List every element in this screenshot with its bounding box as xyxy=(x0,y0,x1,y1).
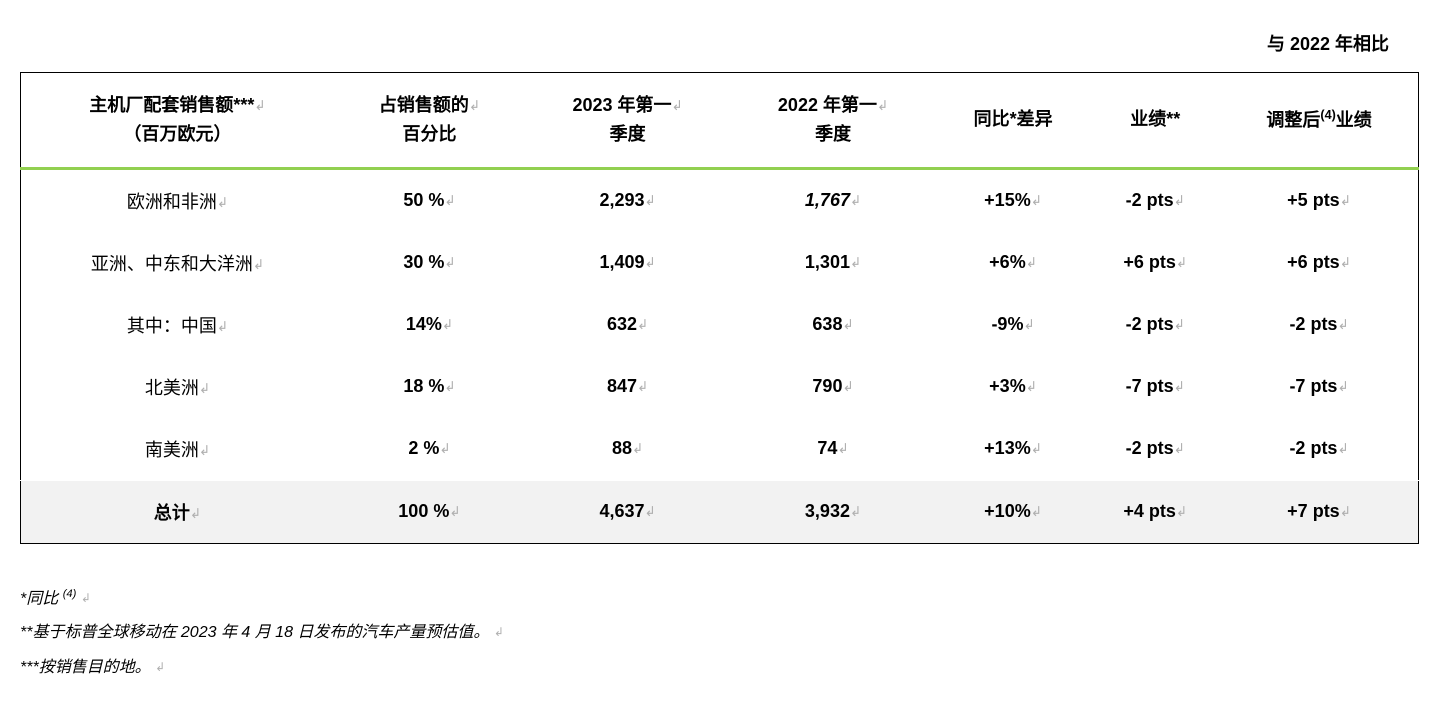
cell-diff: +10%↲ xyxy=(936,480,1091,543)
cell-adj-perf: -2 pts↲ xyxy=(1220,418,1418,481)
cell-q1-2023: 847↲ xyxy=(525,356,730,418)
col-header-region: 主机厂配套销售额***↲ （百万欧元） xyxy=(21,73,335,169)
footnote-3: ***按销售目的地。 ↲ xyxy=(20,653,1419,683)
cell-percent: 2 %↲ xyxy=(334,418,525,481)
cell-diff: -9%↲ xyxy=(936,294,1091,356)
cell-adj-perf: -2 pts↲ xyxy=(1220,294,1418,356)
cell-q1-2022: 74↲ xyxy=(730,418,935,481)
cell-diff: +3%↲ xyxy=(936,356,1091,418)
cell-region: 其中：中国↲ xyxy=(21,294,335,356)
cell-diff: +6%↲ xyxy=(936,232,1091,294)
cell-region: 南美洲↲ xyxy=(21,418,335,481)
cell-adj-perf: -7 pts↲ xyxy=(1220,356,1418,418)
cell-percent: 30 %↲ xyxy=(334,232,525,294)
cell-percent: 18 %↲ xyxy=(334,356,525,418)
cell-perf: +4 pts↲ xyxy=(1090,480,1220,543)
table-body: 欧洲和非洲↲50 %↲2,293↲1,767↲+15%↲-2 pts↲+5 pt… xyxy=(21,168,1419,543)
cell-region: 北美洲↲ xyxy=(21,356,335,418)
cell-q1-2022: 638↲ xyxy=(730,294,935,356)
cell-diff: +13%↲ xyxy=(936,418,1091,481)
cell-perf: -2 pts↲ xyxy=(1090,168,1220,232)
cell-percent: 100 %↲ xyxy=(334,480,525,543)
col-header-q1-2023: 2023 年第一↲ 季度 xyxy=(525,73,730,169)
cell-q1-2023: 4,637↲ xyxy=(525,480,730,543)
cell-percent: 14%↲ xyxy=(334,294,525,356)
cell-q1-2022: 1,767↲ xyxy=(730,168,935,232)
cell-percent: 50 %↲ xyxy=(334,168,525,232)
col-header-q1-2022: 2022 年第一↲ 季度 xyxy=(730,73,935,169)
table-row: 北美洲↲18 %↲847↲790↲+3%↲-7 pts↲-7 pts↲ xyxy=(21,356,1419,418)
col-header-percent: 占销售额的↲ 百分比 xyxy=(334,73,525,169)
cell-q1-2023: 1,409↲ xyxy=(525,232,730,294)
sales-table: 主机厂配套销售额***↲ （百万欧元） 占销售额的↲ 百分比 2023 年第一↲… xyxy=(20,72,1419,544)
cell-q1-2022: 1,301↲ xyxy=(730,232,935,294)
footnote-1: *同比 (4) ↲ xyxy=(20,584,1419,615)
cell-perf: -2 pts↲ xyxy=(1090,418,1220,481)
cell-region: 总计↲ xyxy=(21,480,335,543)
cell-perf: -7 pts↲ xyxy=(1090,356,1220,418)
cell-region: 欧洲和非洲↲ xyxy=(21,168,335,232)
table-row: 南美洲↲2 %↲88↲74↲+13%↲-2 pts↲-2 pts↲ xyxy=(21,418,1419,481)
cell-perf: +6 pts↲ xyxy=(1090,232,1220,294)
cell-q1-2023: 88↲ xyxy=(525,418,730,481)
footnote-2: **基于标普全球移动在 2023 年 4 月 18 日发布的汽车产量预估值。 ↲ xyxy=(20,618,1419,648)
cell-q1-2023: 632↲ xyxy=(525,294,730,356)
footnotes: *同比 (4) ↲ **基于标普全球移动在 2023 年 4 月 18 日发布的… xyxy=(20,584,1419,684)
cell-adj-perf: +5 pts↲ xyxy=(1220,168,1418,232)
cell-q1-2023: 2,293↲ xyxy=(525,168,730,232)
cell-region: 亚洲、中东和大洋洲↲ xyxy=(21,232,335,294)
table-row: 其中：中国↲14%↲632↲638↲-9%↲-2 pts↲-2 pts↲ xyxy=(21,294,1419,356)
cell-diff: +15%↲ xyxy=(936,168,1091,232)
table-row: 欧洲和非洲↲50 %↲2,293↲1,767↲+15%↲-2 pts↲+5 pt… xyxy=(21,168,1419,232)
table-row: 亚洲、中东和大洋洲↲30 %↲1,409↲1,301↲+6%↲+6 pts↲+6… xyxy=(21,232,1419,294)
col-header-diff: 同比*差异 xyxy=(936,73,1091,169)
col-header-perf: 业绩** xyxy=(1090,73,1220,169)
header-row: 主机厂配套销售额***↲ （百万欧元） 占销售额的↲ 百分比 2023 年第一↲… xyxy=(21,73,1419,169)
col-header-adj-perf: 调整后(4)业绩 xyxy=(1220,73,1418,169)
caption-text: 与 2022 年相比 xyxy=(1267,34,1389,54)
table-header: 主机厂配套销售额***↲ （百万欧元） 占销售额的↲ 百分比 2023 年第一↲… xyxy=(21,73,1419,169)
cell-adj-perf: +7 pts↲ xyxy=(1220,480,1418,543)
page-container: 与 2022 年相比 主机厂配套销售额***↲ （百万欧元） 占销售额的↲ 百分… xyxy=(0,0,1439,707)
cell-adj-perf: +6 pts↲ xyxy=(1220,232,1418,294)
cell-q1-2022: 790↲ xyxy=(730,356,935,418)
comparison-caption: 与 2022 年相比 xyxy=(20,30,1419,56)
cell-perf: -2 pts↲ xyxy=(1090,294,1220,356)
cell-q1-2022: 3,932↲ xyxy=(730,480,935,543)
table-total-row: 总计↲100 %↲4,637↲3,932↲+10%↲+4 pts↲+7 pts↲ xyxy=(21,480,1419,543)
